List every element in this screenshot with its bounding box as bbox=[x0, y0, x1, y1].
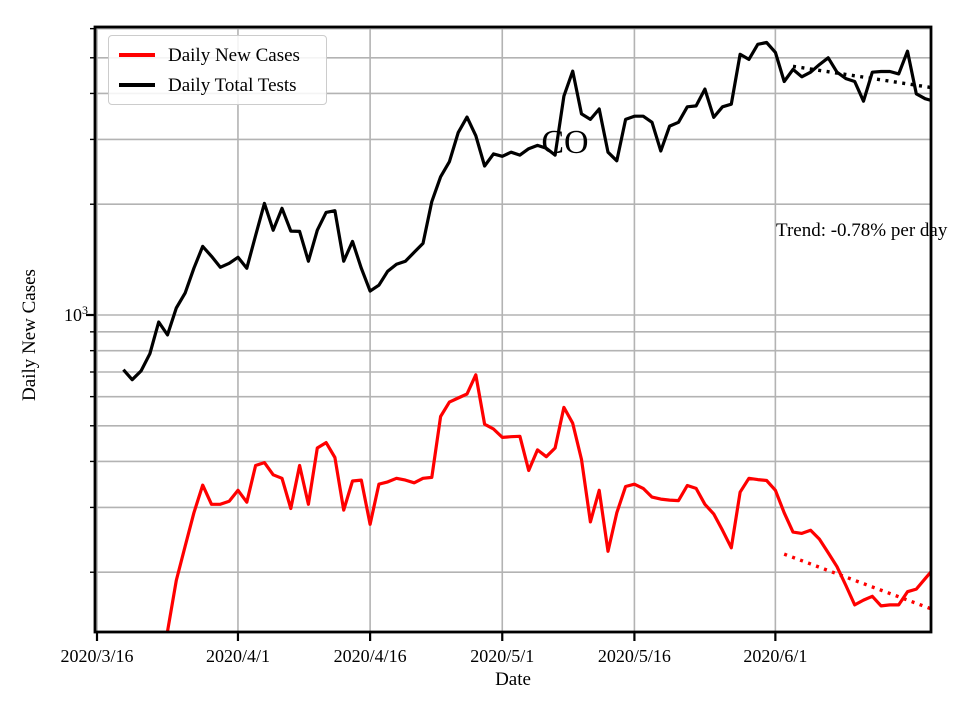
x-axis-label: Date bbox=[495, 669, 531, 690]
legend-label: Daily Total Tests bbox=[168, 74, 297, 96]
axes-spines bbox=[93, 25, 933, 634]
x-tick-label: 2020/5/1 bbox=[470, 646, 535, 666]
trend-line-daily-new-cases bbox=[783, 552, 931, 611]
state-annotation: CO bbox=[541, 124, 589, 161]
y-tick-label-1000: 103 bbox=[50, 303, 88, 326]
legend: Daily New Cases Daily Total Tests bbox=[108, 35, 327, 105]
trend-annotation: Trend: -0.78% per day bbox=[776, 220, 948, 241]
axis-ticks bbox=[86, 27, 777, 641]
series-line-daily-new-cases bbox=[165, 373, 931, 632]
legend-line-swatch-red bbox=[119, 53, 155, 57]
legend-label: Daily New Cases bbox=[168, 44, 300, 66]
x-tick-label: 2020/4/1 bbox=[205, 646, 270, 666]
x-tick-label: 2020/3/16 bbox=[60, 646, 134, 666]
legend-entry-daily-new-cases: Daily New Cases bbox=[119, 46, 326, 65]
legend-line-swatch-black bbox=[119, 83, 155, 87]
y-axis-label: Daily New Cases bbox=[19, 269, 40, 401]
x-tick-label: 2020/4/16 bbox=[333, 646, 407, 666]
series-line-daily-total-tests bbox=[122, 40, 931, 382]
y-tick-base: 10 bbox=[64, 305, 82, 325]
legend-entry-daily-total-tests: Daily Total Tests bbox=[119, 76, 326, 95]
x-tick-label: 2020/6/1 bbox=[743, 646, 808, 666]
x-tick-label: 2020/5/16 bbox=[597, 646, 671, 666]
y-tick-exponent: 3 bbox=[82, 303, 88, 317]
gridlines bbox=[95, 27, 931, 632]
